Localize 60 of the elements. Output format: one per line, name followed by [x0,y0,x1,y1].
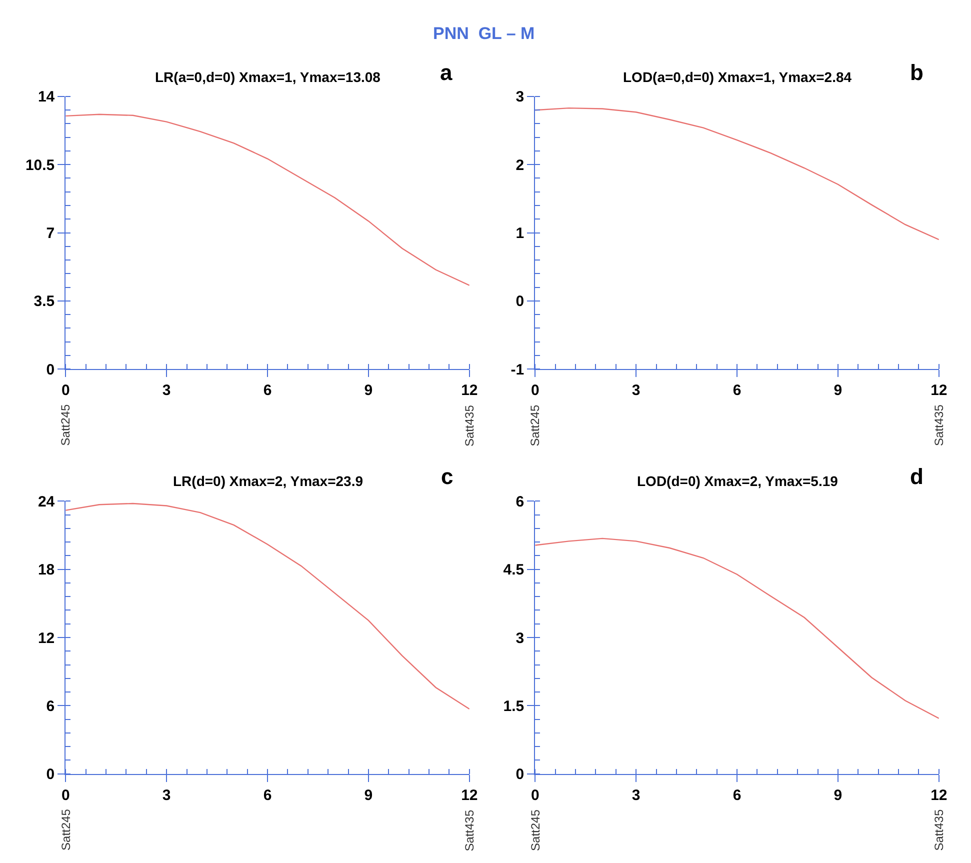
x-tick-label: 3 [632,786,640,804]
text: Satt435 [932,404,946,446]
y-tick-label: 1 [516,225,524,242]
y-tick-label: 24 [38,493,56,510]
y-tick-label: 0 [516,293,524,310]
x-tick-label: 6 [732,382,742,400]
y-tick-label: 3 [516,630,524,647]
x-tick-label: 6 [263,382,272,400]
text: d [910,464,924,489]
line-series [535,538,939,719]
y-tick-label: 3 [516,88,524,106]
line-series [66,502,470,710]
x-tick-label: 3 [162,786,171,804]
text: Satt245 [528,809,542,851]
y-tick-label: 0 [46,361,55,378]
chart-title: LOD(d=0) Xmax=2, Ymax=5.19 [637,473,838,489]
x-tick-label: 0 [61,786,70,804]
x-tick-label: 9 [364,786,373,804]
x-tick-label: 9 [834,786,842,804]
text: PNN GL – M [433,24,535,43]
y-tick-label: 7 [46,225,55,242]
x-tick-label: 12 [930,382,948,400]
text: Satt435 [462,404,476,447]
x-tick-label: 3 [632,382,640,400]
x-tick-label: 12 [461,382,478,400]
line-series [66,114,470,286]
x-tick-label: 0 [61,382,70,400]
text: Satt435 [932,809,946,851]
y-tick-label: 18 [38,562,55,579]
x-tick-label: 6 [732,786,742,804]
text: a [440,60,453,85]
y-tick-label: -1 [510,361,524,378]
x-tick-label: 3 [162,382,171,400]
y-tick-label: 1.5 [503,698,524,715]
text: b [910,60,924,85]
text: Satt435 [462,810,477,852]
text: Satt245 [58,808,73,850]
y-tick-label: 14 [38,88,56,106]
y-tick-label: 0 [46,766,55,784]
y-tick-label: 4.5 [503,562,524,579]
x-tick-label: 0 [530,786,540,804]
x-tick-label: 12 [930,786,948,804]
x-tick-label: 6 [263,786,272,804]
text: Satt245 [58,404,73,446]
x-tick-label: 9 [364,382,373,400]
text: Satt245 [528,404,542,446]
y-tick-label: 0 [516,766,524,784]
x-tick-label: 9 [834,382,842,400]
chart-title: LR(d=0) Xmax=2, Ymax=23.9 [173,473,364,489]
y-tick-label: 2 [516,156,524,174]
y-tick-label: 6 [516,493,524,510]
x-tick-label: 0 [530,382,540,400]
chart-title: LR(a=0,d=0) Xmax=1, Ymax=13.08 [155,69,381,85]
text: c [441,464,454,489]
y-tick-label: 3.5 [34,293,55,310]
x-tick-label: 12 [461,786,478,804]
y-tick-label: 10.5 [25,156,55,174]
chart-title: LOD(a=0,d=0) Xmax=1, Ymax=2.84 [623,69,852,85]
y-tick-label: 12 [38,630,55,647]
y-tick-label: 6 [46,698,55,715]
